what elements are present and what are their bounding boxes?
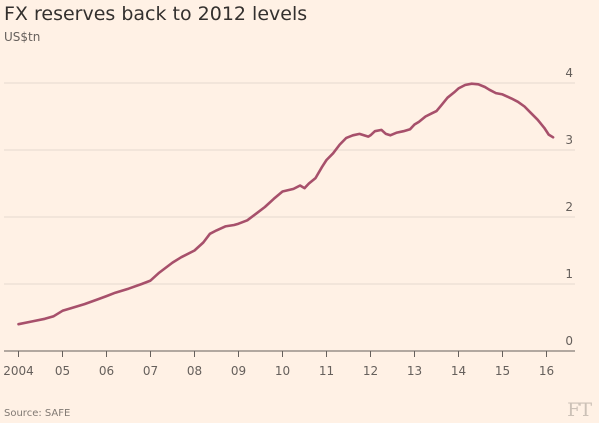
x-tick-label: 10	[275, 364, 290, 378]
x-tick-label: 13	[407, 364, 422, 378]
x-tick-label: 07	[143, 364, 158, 378]
series-line	[17, 82, 555, 326]
y-tick-label: 0	[565, 334, 573, 348]
x-tick-label: 09	[231, 364, 246, 378]
x-tick-label: 14	[451, 364, 466, 378]
x-tick-label: 11	[319, 364, 334, 378]
y-tick-label: 2	[565, 200, 573, 214]
x-tick-label: 12	[363, 364, 378, 378]
x-tick-label: 05	[55, 364, 70, 378]
x-tick-label: 15	[495, 364, 510, 378]
series-layer	[17, 82, 555, 326]
y-tick-label: 3	[565, 133, 573, 147]
source-note: Source: SAFE	[4, 408, 71, 419]
x-tick-label: 08	[187, 364, 202, 378]
x-tick-label: 2004	[3, 364, 34, 378]
x-tick-label: 16	[539, 364, 554, 378]
y-tick-label: 4	[565, 66, 573, 80]
y-tick-label: 1	[565, 267, 573, 281]
x-tick-label: 06	[99, 364, 114, 378]
chart-title: FX reserves back to 2012 levels	[4, 3, 308, 25]
grid-layer	[4, 82, 575, 285]
chart-subtitle: US$tn	[4, 30, 41, 44]
ft-logo: FT	[567, 399, 592, 421]
